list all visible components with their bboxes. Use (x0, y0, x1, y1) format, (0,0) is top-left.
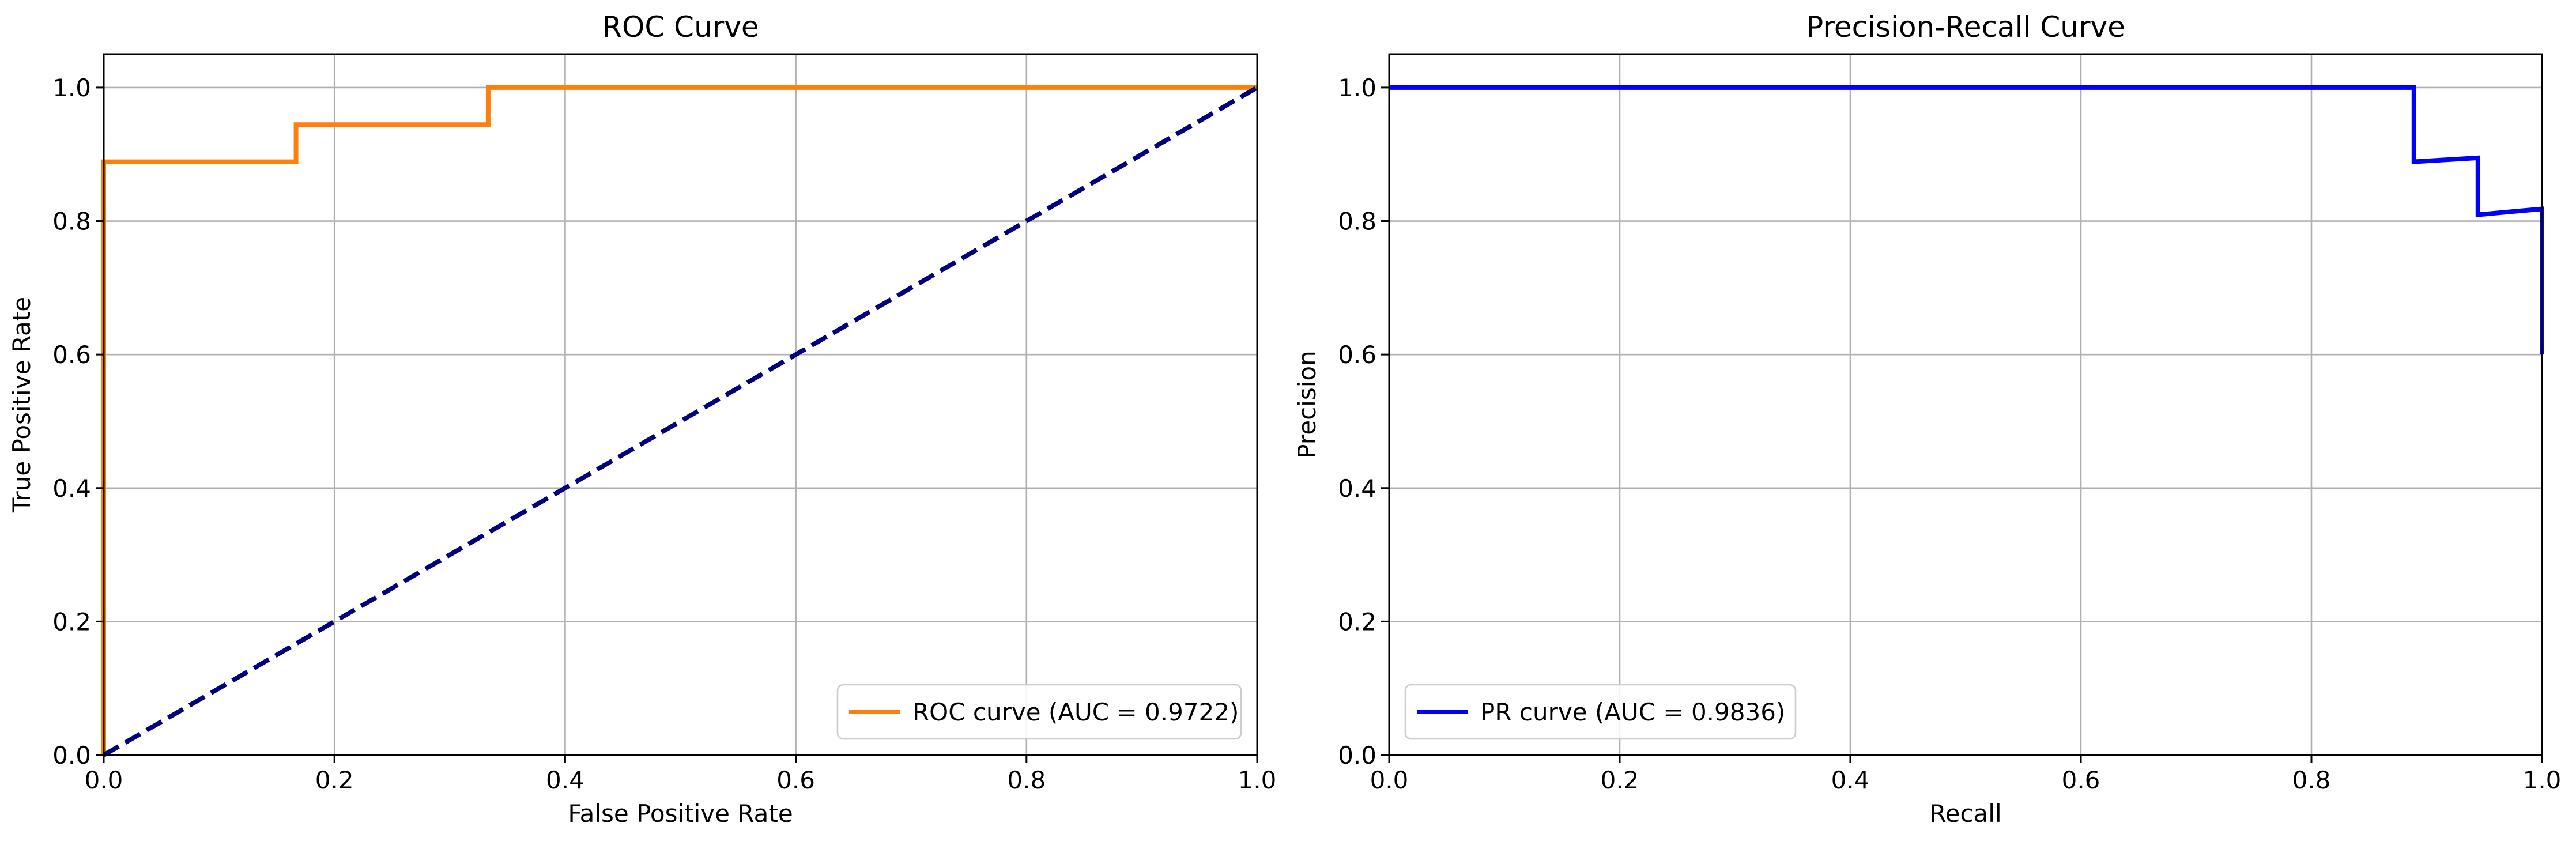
roc-ylabel: True Positive Rate (7, 297, 36, 513)
roc-ytick-label: 0.8 (52, 207, 91, 236)
pr-ytick-label: 0.8 (1338, 207, 1376, 236)
pr-ytick-label: 0.6 (1338, 341, 1376, 369)
roc-legend-label: ROC curve (AUC = 0.9722) (912, 698, 1239, 726)
roc-ytick-label: 0.0 (52, 741, 91, 769)
roc-legend-box (836, 684, 1242, 740)
roc-xtick-label: 1.0 (1238, 766, 1277, 794)
pr-xtick-label: 0.4 (1831, 766, 1870, 794)
roc-ytick-label: 0.6 (52, 341, 91, 369)
roc-ytick-label: 0.4 (52, 474, 91, 503)
pr-ylabel: Precision (1293, 350, 1321, 458)
roc-ytick-label: 1.0 (52, 74, 91, 102)
pr-axes-frame (1388, 53, 2543, 756)
roc-axes-frame (103, 53, 1258, 756)
pr-xtick-label: 0.8 (2292, 766, 2331, 794)
pr-chart: 0.0 0.2 0.4 0.6 0.8 1.0 0.0 0.2 0.4 0.6 0.8 1.0 Prec… (1293, 10, 2561, 828)
roc-xlabel: False Positive Rate (568, 799, 793, 828)
pr-xtick-label: 1.0 (2523, 766, 2562, 794)
pr-title: Precision-Recall Curve (1806, 10, 2125, 44)
roc-title: ROC Curve (602, 10, 759, 44)
pr-ytick-label: 1.0 (1338, 74, 1376, 102)
pr-xtick-label: 0.2 (1601, 766, 1639, 794)
pr-ytick-label: 0.0 (1338, 741, 1376, 769)
pr-ytick-label: 0.2 (1338, 607, 1376, 636)
roc-xtick-label: 0.8 (1007, 766, 1046, 794)
pr-ytick-label: 0.4 (1338, 474, 1376, 503)
roc-ytick-label: 0.2 (52, 607, 91, 636)
roc-xtick-label: 0.0 (85, 766, 123, 794)
roc-series-line-1 (102, 85, 1259, 757)
pr-xlabel: Recall (1929, 799, 2001, 828)
pr-xtick-label: 0.6 (2062, 766, 2100, 794)
roc-xtick-label: 0.2 (315, 766, 354, 794)
pr-legend: PR curve (AUC = 0.9836) (1404, 684, 1797, 740)
pr-legend-box (1404, 684, 1797, 740)
roc-xtick-label: 0.6 (776, 766, 815, 794)
roc-legend: ROC curve (AUC = 0.9722) (836, 684, 1242, 740)
pr-xtick-label: 0.0 (1370, 766, 1409, 794)
pr-legend-label: PR curve (AUC = 0.9836) (1480, 698, 1785, 726)
roc-chart: 0.0 0.2 0.4 0.6 0.8 1.0 0.0 0.2 0.4 0.6 0.8 1.0 ROC … (7, 10, 1276, 828)
roc-xtick-label: 0.4 (546, 766, 584, 794)
